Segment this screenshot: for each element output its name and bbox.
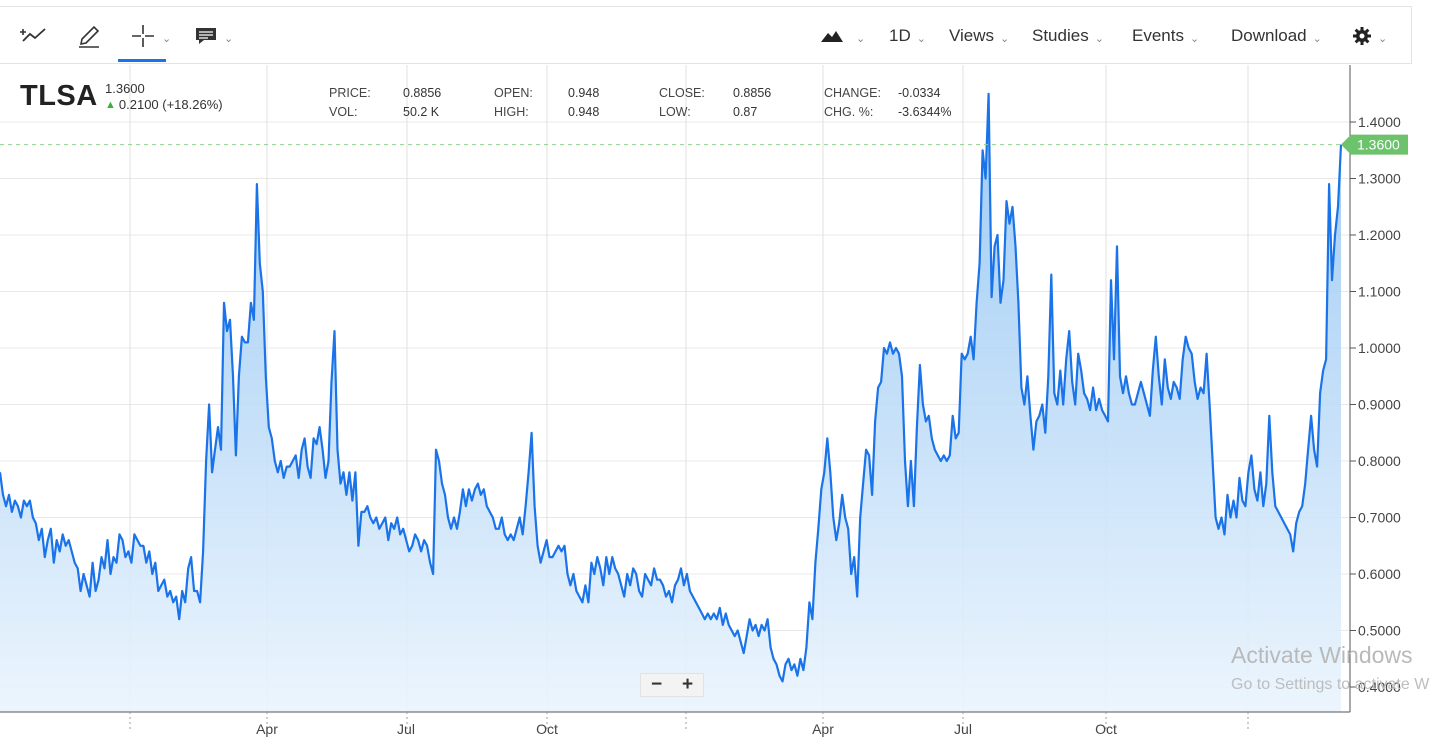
download-label: Download <box>1231 26 1307 45</box>
low-label: LOW: <box>659 105 691 119</box>
events-dropdown[interactable]: Events ⌄ <box>1132 7 1199 65</box>
price-chart[interactable]: 1.4000 1.3000 1.2000 1.1000 1.0000 0.9000 0.80… <box>0 65 1445 741</box>
chevron-down-icon: ⌄ <box>1094 32 1104 45</box>
trendline-icon <box>20 28 46 42</box>
chart-type-button[interactable]: ⌄ <box>820 7 865 65</box>
y-tick-label: 1.0000 <box>1358 340 1401 356</box>
y-tick-label: 0.7000 <box>1358 510 1401 526</box>
x-tick-label: Jul <box>954 721 972 737</box>
chg-pct-value: -3.6344% <box>898 105 952 119</box>
studies-label: Studies <box>1032 26 1089 45</box>
crosshair-icon <box>132 25 154 47</box>
activate-windows-subtitle: Go to Settings to activate W <box>1231 676 1430 693</box>
y-tick-label: 0.6000 <box>1358 566 1401 582</box>
chevron-down-icon: ⌄ <box>162 32 172 45</box>
y-tick-label: 1.1000 <box>1358 284 1401 300</box>
vol-label: VOL: <box>329 105 358 119</box>
comment-tool[interactable]: ⌄ <box>194 7 233 65</box>
x-tick-label: Oct <box>1095 721 1117 737</box>
chevron-down-icon: ⌄ <box>856 32 866 45</box>
events-label: Events <box>1132 26 1184 45</box>
views-dropdown[interactable]: Views ⌄ <box>949 7 1009 65</box>
interval-label: 1D <box>889 26 911 45</box>
studies-dropdown[interactable]: Studies ⌄ <box>1032 7 1104 65</box>
views-label: Views <box>949 26 995 45</box>
vol-value: 50.2 K <box>403 105 440 119</box>
price-area-fill <box>0 93 1341 713</box>
activate-windows-title: Activate Windows <box>1231 642 1413 668</box>
chevron-down-icon: ⌄ <box>1189 32 1200 45</box>
draw-tool[interactable] <box>76 7 102 65</box>
ticker-change: ▲ 0.2100 (+18.26%) <box>105 97 223 112</box>
last-price-badge: 1.3600 <box>1341 134 1408 155</box>
pencil-icon <box>79 25 100 48</box>
y-tick-label: 0.9000 <box>1358 397 1401 413</box>
x-tick-label: Jul <box>397 721 415 737</box>
close-value: 0.8856 <box>733 86 772 100</box>
price-label: PRICE: <box>329 86 371 100</box>
crosshair-tool[interactable]: ⌄ <box>130 7 171 65</box>
y-tick-label: 1.4000 <box>1358 114 1401 130</box>
last-price-badge-label: 1.3600 <box>1357 137 1400 153</box>
change-label: CHANGE: <box>824 86 881 100</box>
chevron-down-icon: ⌄ <box>224 32 234 45</box>
x-tick-label: Apr <box>256 721 278 737</box>
price-series-line <box>0 92 1343 683</box>
last-price-badge-bg <box>1341 134 1408 155</box>
y-tick-label: 1.3000 <box>1358 171 1401 187</box>
mountain-chart-icon <box>821 31 843 42</box>
y-tick-label: 0.8000 <box>1358 453 1401 469</box>
chevron-down-icon: ⌄ <box>916 32 926 45</box>
x-tick-label: Oct <box>536 721 558 737</box>
comment-icon <box>196 28 216 44</box>
change-value: -0.0334 <box>898 86 941 100</box>
x-tick-label: Apr <box>812 721 834 737</box>
chevron-down-icon: ⌄ <box>1312 32 1322 45</box>
close-label: CLOSE: <box>659 86 705 100</box>
chevron-down-icon: ⌄ <box>1378 32 1388 45</box>
high-label: HIGH: <box>494 105 529 119</box>
chg-pct-label: CHG. %: <box>824 105 874 119</box>
ticker-change-value: 0.2100 (+18.26%) <box>118 97 223 112</box>
gear-icon <box>1353 27 1371 45</box>
low-value: 0.87 <box>733 105 758 119</box>
chevron-down-icon: ⌄ <box>1000 32 1010 45</box>
settings-button[interactable]: ⌄ <box>1352 7 1387 65</box>
ticker-symbol: TLSA <box>20 80 98 112</box>
up-arrow-icon: ▲ <box>105 98 116 111</box>
open-label: OPEN: <box>494 86 533 100</box>
download-dropdown[interactable]: Download ⌄ <box>1231 7 1322 65</box>
y-tick-label: 1.2000 <box>1358 227 1401 243</box>
trendline-tool[interactable] <box>20 7 48 65</box>
zoom-control: − + <box>640 673 704 697</box>
y-tick-label: 0.5000 <box>1358 623 1401 639</box>
interval-dropdown[interactable]: 1D ⌄ <box>889 7 926 65</box>
high-value: 0.948 <box>568 105 600 119</box>
ticker-last-price: 1.3600 <box>105 81 145 96</box>
open-value: 0.948 <box>568 86 600 100</box>
chart-toolbar: ⌄ ⌄ ⌄ 1D ⌄ Views ⌄ Studies ⌄ Events ⌄ Do… <box>0 6 1412 64</box>
zoom-out-button[interactable]: − <box>650 674 663 695</box>
zoom-in-button[interactable]: + <box>681 674 694 695</box>
price-value: 0.8856 <box>403 86 442 100</box>
chart-area[interactable]: 1.4000 1.3000 1.2000 1.1000 1.0000 0.9000 0.80… <box>0 65 1445 741</box>
y-tick-label: 0.4000 <box>1358 679 1401 695</box>
active-tool-indicator <box>118 59 166 62</box>
